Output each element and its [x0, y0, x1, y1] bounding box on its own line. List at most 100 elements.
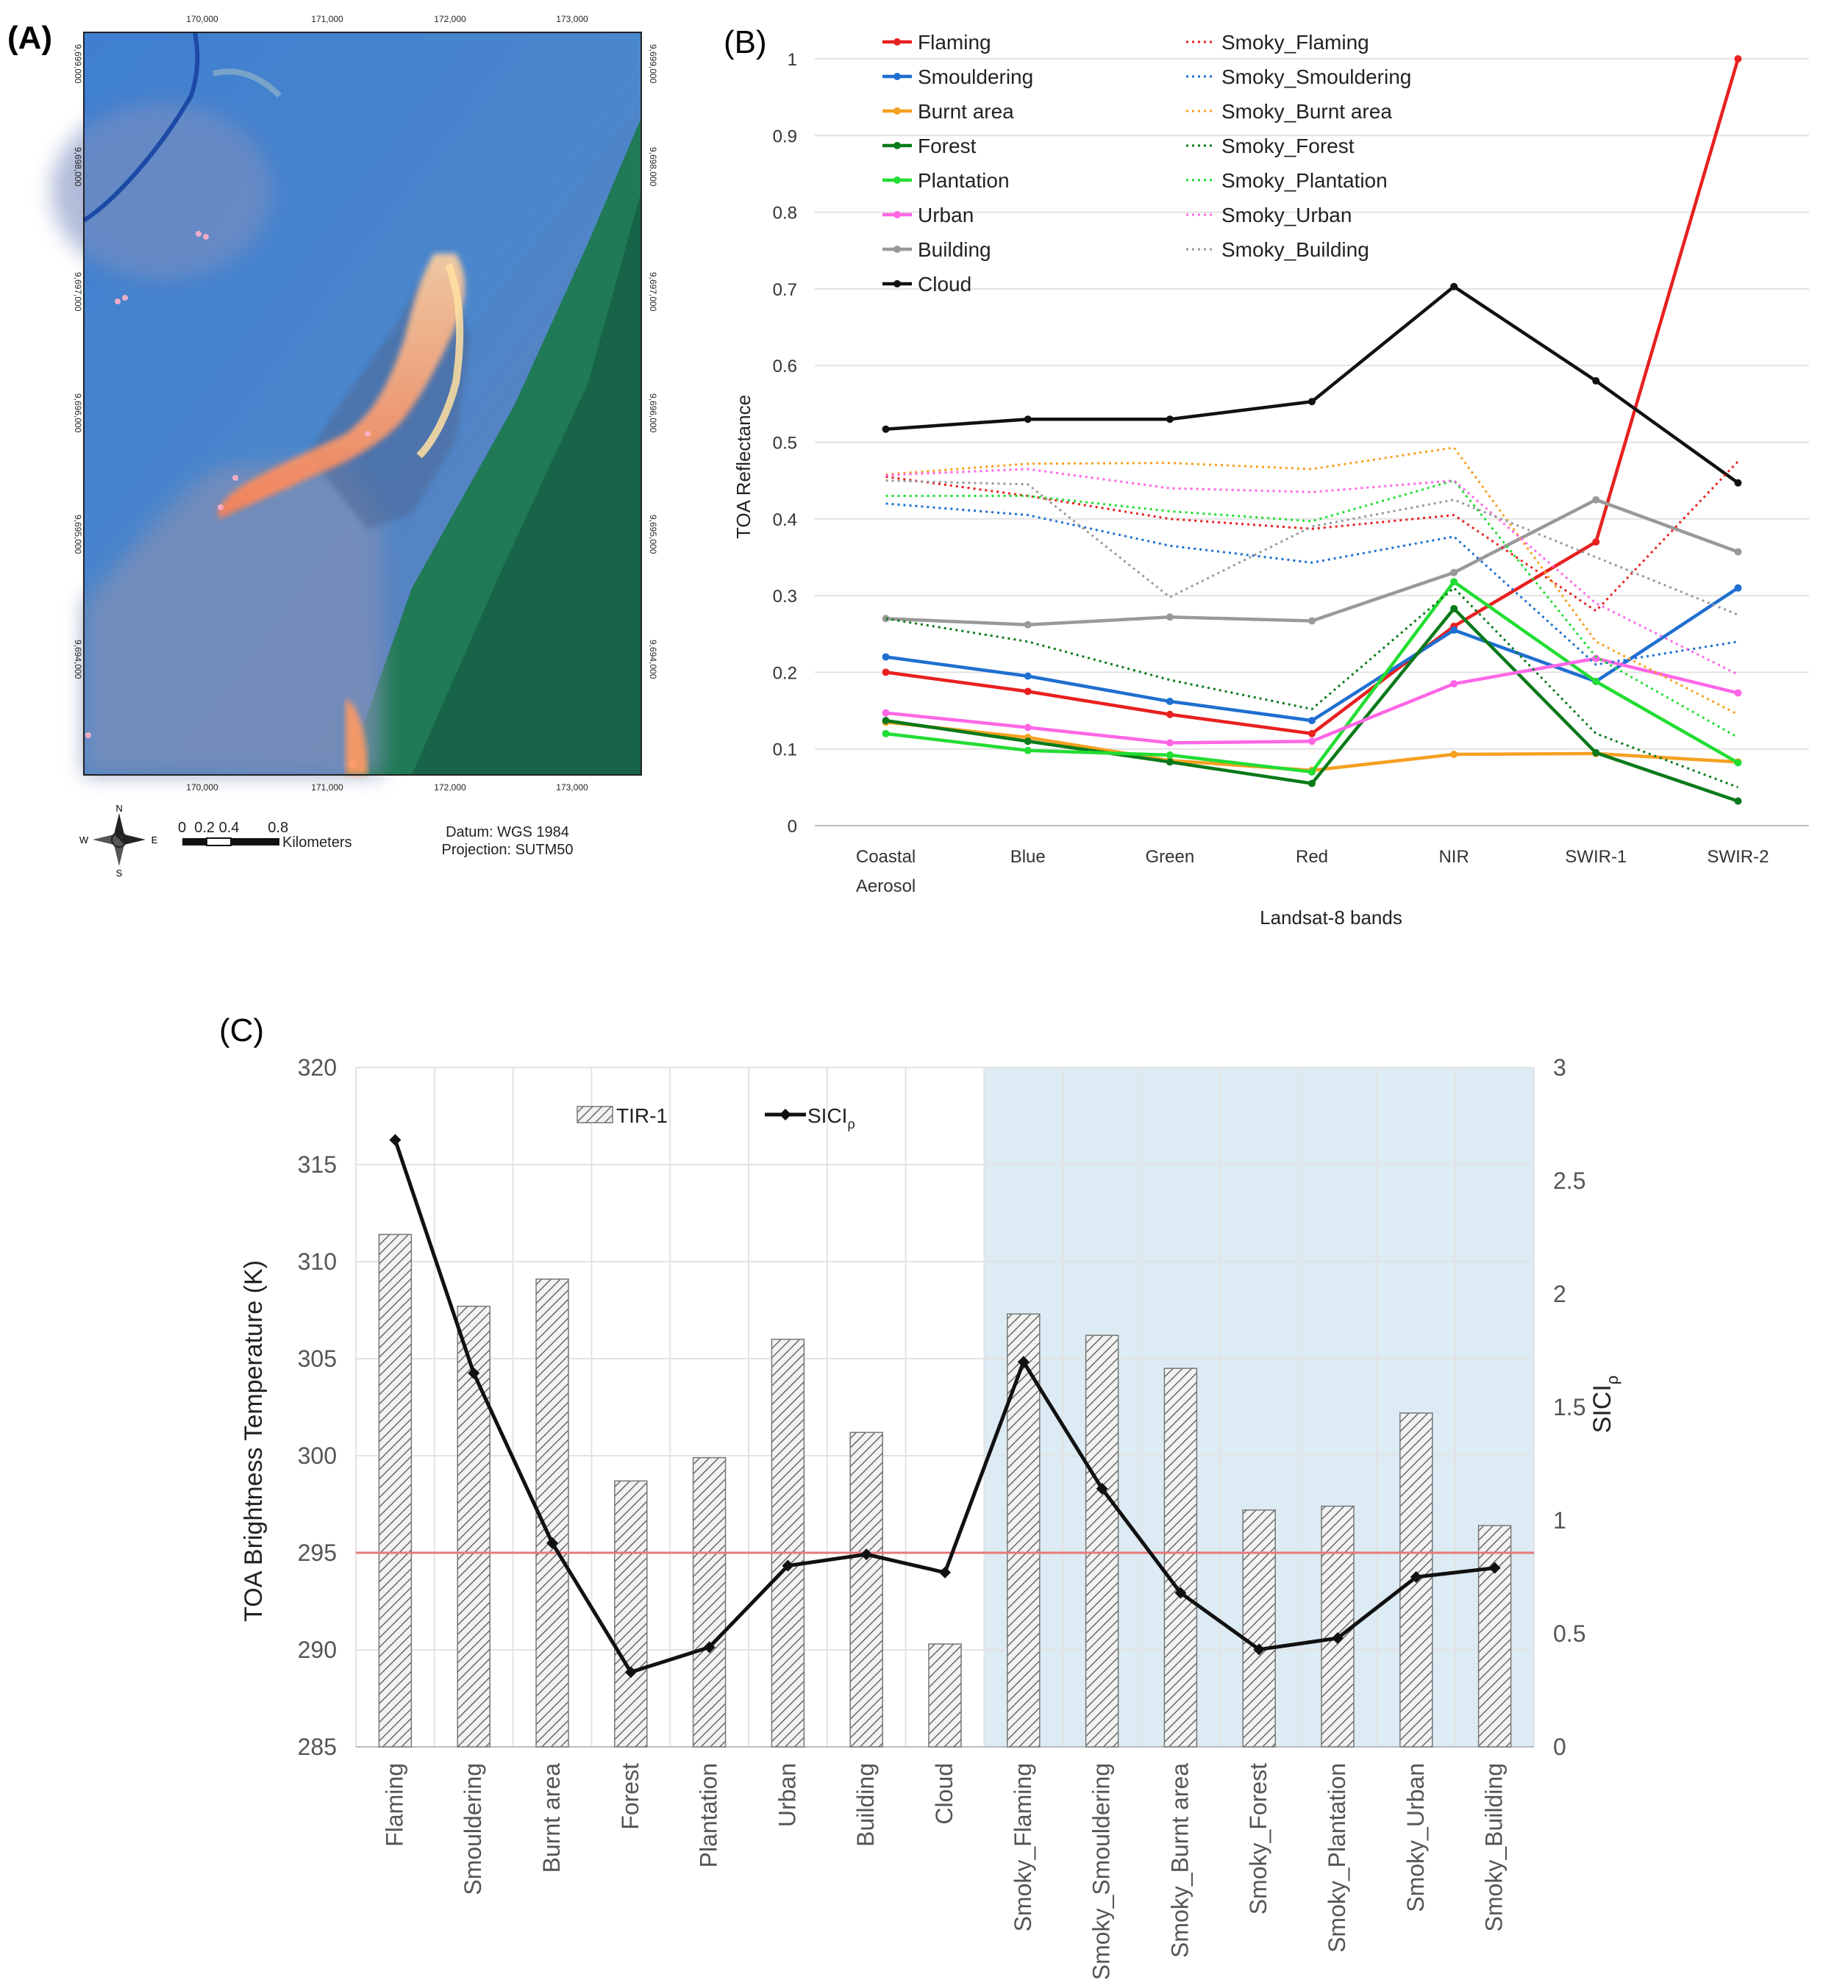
- y-coordinates-right: 9,699,000 9,698,000 9,697,000 9,696,000 …: [648, 44, 658, 679]
- gridlines: [815, 58, 1809, 826]
- data-point: [1734, 689, 1742, 697]
- legend: Flaming Smouldering Burnt area Forest Planta…: [882, 31, 1411, 296]
- data-point: [1308, 779, 1316, 787]
- y-tick-label: 300: [298, 1442, 337, 1469]
- panel-c-label: (C): [219, 1012, 264, 1048]
- x-tick-label: Cloud: [931, 1763, 957, 1825]
- legend-marker: [893, 107, 901, 115]
- data-point: [1592, 677, 1600, 685]
- panel-a-label: (A): [7, 20, 52, 56]
- sici-point: [546, 1537, 558, 1549]
- data-point: [1734, 797, 1742, 805]
- data-point: [1450, 626, 1458, 634]
- x-tick-label: Green: [1146, 847, 1195, 867]
- panel-a-svg: (A) 1: [7, 14, 658, 879]
- y-tick-label: 0.6: [773, 357, 797, 376]
- data-point: [1592, 496, 1600, 504]
- data-point: [1166, 698, 1174, 706]
- x-axis-ticks: Flaming Smouldering Burnt area Forest Planta…: [381, 1763, 1507, 1980]
- x-tick-label: Smoky_Smouldering: [1088, 1763, 1115, 1980]
- east-label: E: [151, 834, 158, 845]
- data-point: [882, 668, 890, 676]
- panel-b-label: (B): [724, 24, 767, 60]
- y2-tick-label: 2.5: [1553, 1168, 1585, 1194]
- y-coord-left: 9,696,000: [73, 393, 83, 433]
- data-point: [1450, 578, 1458, 586]
- bar-forest: [614, 1480, 648, 1748]
- legend-label: Smoky_Urban: [1221, 204, 1352, 226]
- y-axis-title: TOA Brightness Temperature (K): [240, 1260, 268, 1622]
- y-tick-label: 315: [298, 1151, 337, 1178]
- sici-point: [1096, 1482, 1108, 1495]
- x-axis-ticks: Coastal Aerosol Blue Green Red NIR SWIR-1 SWIR-…: [856, 847, 1769, 896]
- x-coord-top: 171,000: [311, 14, 343, 24]
- legend-label: Plantation: [918, 169, 1010, 192]
- legend-label: Forest: [918, 135, 977, 157]
- sici-point: [703, 1641, 716, 1653]
- scale-unit: Kilometers: [282, 834, 352, 851]
- y-tick-label: 0.3: [773, 587, 797, 607]
- data-point: [882, 729, 890, 737]
- panel-c: (C) 285 290 295 300 305 310 315 320 0 0.5 1 1.5 2 2.…: [0, 978, 1848, 1984]
- data-point: [1450, 680, 1458, 688]
- west-label: W: [79, 834, 89, 845]
- series-line-smoky-forest: [885, 586, 1738, 789]
- legend-label: Smouldering: [918, 65, 1033, 88]
- y2-tick-label: 1: [1553, 1507, 1566, 1534]
- series-line-smoky-burnt-area: [885, 446, 1739, 716]
- y-axis-ticks: 0 0.1 0.2 0.3 0.4 0.5 0.6 0.7 0.8 0.9 1: [773, 50, 797, 837]
- satellite-image: [51, 32, 642, 776]
- y-axis-ticks: 285 290 295 300 305 310 315 320: [298, 1054, 337, 1760]
- legend-marker: [893, 73, 901, 80]
- legend-label: TIR-1: [616, 1104, 668, 1127]
- data-point: [1024, 415, 1032, 423]
- x-axis-title: Landsat-8 bands: [1260, 907, 1402, 929]
- sici-point: [389, 1134, 402, 1146]
- data-point: [882, 615, 890, 623]
- sici-point: [1174, 1587, 1187, 1599]
- data-point: [1308, 717, 1316, 725]
- x-tick-label: Coastal: [856, 847, 916, 867]
- data-point: [1734, 584, 1742, 592]
- series-line-smoky-smouldering: [885, 502, 1738, 666]
- y2-tick-label: 0: [1553, 1734, 1566, 1760]
- projection-text: Projection: SUTM50: [442, 842, 574, 858]
- sici-point: [782, 1559, 794, 1572]
- x-coordinates-bottom: 170,000 171,000 172,000 173,000: [186, 782, 588, 793]
- y-coord-right: 9,694,000: [648, 640, 658, 679]
- series-line-burnt-area: [885, 720, 1738, 773]
- x-coordinates-top: 170,000 171,000 172,000 173,000: [186, 14, 588, 24]
- x-tick-label: Flaming: [381, 1763, 407, 1847]
- data-point: [1592, 748, 1600, 757]
- legend-marker: [893, 38, 901, 46]
- y2-title-sub: ρ: [1603, 1376, 1622, 1385]
- data-point: [882, 653, 890, 661]
- y-coord-right: 9,697,000: [648, 272, 658, 312]
- y-tick-label: 0: [788, 817, 797, 837]
- legend-label: Flaming: [918, 31, 991, 54]
- y2-tick-label: 3: [1553, 1054, 1566, 1081]
- x-tick-label: SWIR-2: [1707, 847, 1769, 867]
- sici-line: [389, 1134, 1501, 1678]
- bar-smoky-burnt-area: [1163, 1367, 1198, 1748]
- series-line-smoky-building: [885, 479, 1738, 616]
- sici-point: [939, 1566, 951, 1578]
- legend-label: Smoky_Plantation: [1221, 169, 1388, 192]
- data-point: [1734, 55, 1742, 62]
- x-tick-label: Smoky_Building: [1481, 1763, 1508, 1931]
- x-tick-label: Urban: [774, 1763, 800, 1827]
- y-tick-label: 0.8: [773, 204, 797, 224]
- y-tick-label: 305: [298, 1345, 337, 1372]
- data-point: [1308, 617, 1316, 625]
- data-point: [1166, 613, 1174, 621]
- data-point: [1592, 377, 1600, 385]
- data-point: [1308, 398, 1316, 406]
- y-tick-label: 0.4: [773, 510, 797, 530]
- data-point: [1024, 621, 1032, 629]
- x-tick-label: Blue: [1010, 847, 1046, 867]
- data-point: [1450, 751, 1458, 759]
- bar-smoky-smouldering: [1085, 1334, 1119, 1748]
- legend-label: Smoky_Building: [1221, 238, 1369, 261]
- y-coord-left: 9,699,000: [73, 44, 83, 84]
- x-tick-label: Smoky_Plantation: [1324, 1763, 1350, 1953]
